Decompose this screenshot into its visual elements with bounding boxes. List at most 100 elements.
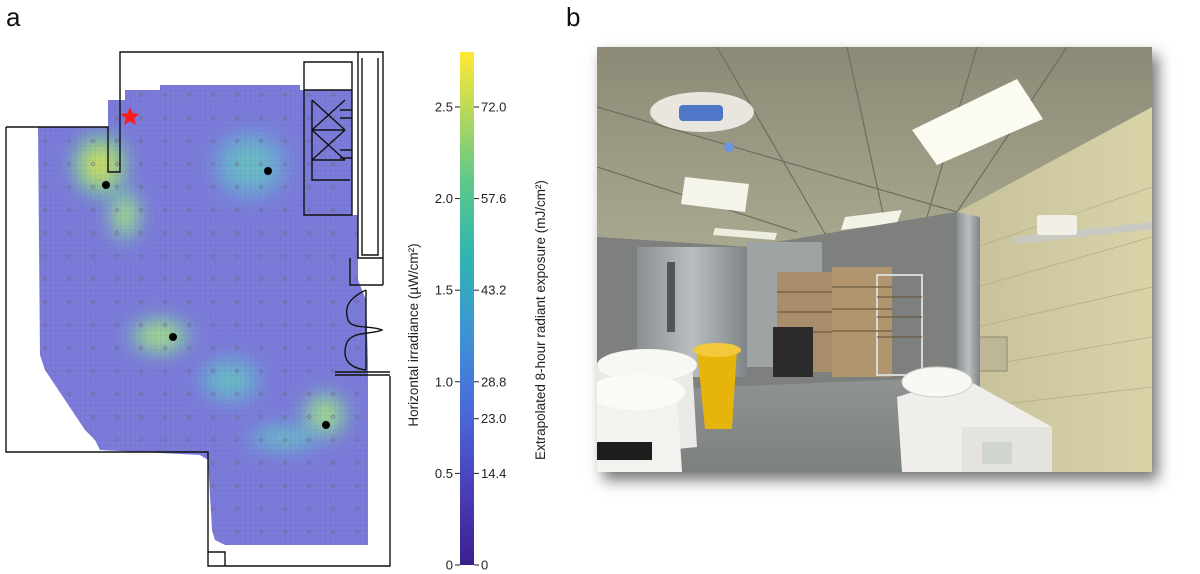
sample-point	[114, 253, 120, 259]
sample-point	[258, 391, 264, 397]
ceiling-light	[912, 79, 1043, 165]
colorbar-left-tick-label: 1.0	[435, 374, 453, 389]
sample-point	[258, 276, 264, 282]
sample-point	[42, 391, 48, 397]
sample-point	[354, 506, 360, 512]
fixture-dot	[264, 167, 272, 175]
sample-point	[258, 414, 264, 420]
sample-point	[330, 368, 336, 374]
sample-point	[330, 529, 336, 535]
sample-point	[258, 483, 264, 489]
sample-point	[114, 483, 120, 489]
sample-point	[90, 299, 96, 305]
sample-point	[186, 115, 192, 121]
sample-point	[90, 529, 96, 535]
sample-point	[42, 276, 48, 282]
sample-point	[162, 184, 168, 190]
sample-point	[66, 138, 72, 144]
sample-point	[162, 345, 168, 351]
sample-point	[66, 483, 72, 489]
sample-point	[282, 437, 288, 443]
sample-point	[186, 322, 192, 328]
sample-point	[234, 506, 240, 512]
sample-point	[138, 506, 144, 512]
sample-point	[282, 138, 288, 144]
colorbar-left-tick-label: 1.5	[435, 283, 453, 298]
sample-point	[114, 115, 120, 121]
sample-point	[330, 345, 336, 351]
sample-point	[90, 322, 96, 328]
sample-point	[90, 92, 96, 98]
sample-point	[114, 529, 120, 535]
sample-point	[186, 529, 192, 535]
sample-point	[210, 414, 216, 420]
sample-point	[66, 460, 72, 466]
sample-point	[138, 253, 144, 259]
sample-point	[186, 460, 192, 466]
sample-point	[234, 92, 240, 98]
sample-point	[282, 161, 288, 167]
sample-point	[138, 276, 144, 282]
sample-point	[138, 368, 144, 374]
sample-point	[138, 460, 144, 466]
sample-point	[258, 529, 264, 535]
sample-point	[354, 345, 360, 351]
sample-point	[114, 299, 120, 305]
sample-point	[162, 115, 168, 121]
sample-point	[210, 276, 216, 282]
sample-point	[138, 437, 144, 443]
sample-point	[138, 230, 144, 236]
sample-point	[210, 299, 216, 305]
sample-point	[162, 437, 168, 443]
right-wall	[957, 107, 1152, 472]
sample-point	[330, 437, 336, 443]
sample-point	[42, 460, 48, 466]
sample-point	[306, 322, 312, 328]
sample-point	[90, 483, 96, 489]
sample-point	[330, 207, 336, 213]
sample-point	[90, 414, 96, 420]
sample-point	[114, 207, 120, 213]
sample-point	[258, 506, 264, 512]
sample-point	[138, 345, 144, 351]
sample-point	[306, 230, 312, 236]
sample-point	[282, 483, 288, 489]
sample-point	[282, 529, 288, 535]
sample-point	[42, 437, 48, 443]
sample-point	[306, 391, 312, 397]
sample-point	[306, 253, 312, 259]
sample-point	[282, 92, 288, 98]
sample-point	[282, 368, 288, 374]
colorbar-right-tick-label: 14.4	[481, 466, 506, 481]
sample-point	[42, 207, 48, 213]
sample-point	[330, 483, 336, 489]
sample-point	[162, 506, 168, 512]
sample-point	[90, 230, 96, 236]
sample-point	[66, 207, 72, 213]
sample-point	[114, 138, 120, 144]
sample-point	[162, 460, 168, 466]
sample-point	[282, 345, 288, 351]
sample-point	[138, 414, 144, 420]
sample-point	[306, 345, 312, 351]
sample-point	[138, 92, 144, 98]
sample-point	[210, 230, 216, 236]
sample-point	[306, 368, 312, 374]
sample-point	[234, 161, 240, 167]
sample-point	[90, 138, 96, 144]
sample-point	[66, 368, 72, 374]
sample-point	[258, 345, 264, 351]
sample-point	[306, 138, 312, 144]
colorbar-right-ticks: 0 14.4 23.0 28.8 43.2 57.6 72.0	[474, 99, 506, 573]
sample-point	[42, 345, 48, 351]
sample-point	[90, 207, 96, 213]
colorbar-left-tick-label: 0	[446, 558, 453, 573]
sample-point	[66, 253, 72, 259]
sample-point	[234, 253, 240, 259]
sample-point	[186, 92, 192, 98]
sample-point	[234, 460, 240, 466]
sample-point	[282, 299, 288, 305]
sample-point	[114, 460, 120, 466]
sample-point	[162, 483, 168, 489]
sample-point	[330, 184, 336, 190]
